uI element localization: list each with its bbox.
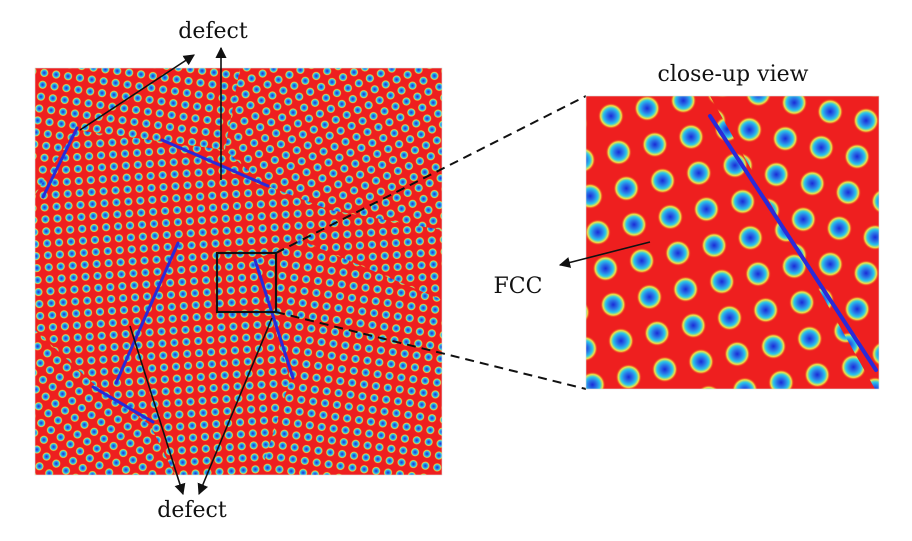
boundary-line-4 (91, 385, 155, 424)
zoom-selection-box (215, 251, 278, 314)
label-fcc: FCC (494, 274, 543, 299)
closeup-boundary-line (708, 114, 878, 372)
main-panel-border (34, 67, 443, 476)
main-lattice-panel (35, 68, 442, 475)
label-defect-bottom: defect (157, 498, 227, 523)
boundary-line-5 (253, 258, 295, 380)
annotation-arrows (79, 46, 651, 496)
closeup-lattice-panel (586, 96, 879, 389)
grain-bottom-left (35, 330, 175, 475)
boundary-line-2 (160, 138, 270, 188)
arrow-defect-top-1 (79, 54, 195, 131)
main-boundary-lines (41, 126, 295, 424)
zoom-connector-bottom (275, 311, 587, 390)
label-closeup-title: close-up view (658, 62, 809, 87)
boundary-line-3 (114, 241, 180, 385)
arrow-defect-bottom-1 (129, 325, 186, 496)
arrow-fcc (558, 241, 651, 268)
zoom-connector-lines (275, 95, 587, 390)
boundary-line-1 (41, 126, 79, 199)
grain-top-right (225, 68, 442, 230)
grain-top-left (35, 68, 240, 195)
arrow-defect-bottom-2 (197, 317, 273, 496)
label-defect-top: defect (178, 19, 248, 44)
zoom-connector-top (275, 95, 587, 254)
closeup-panel-border (585, 95, 880, 390)
grain-bottom-right (255, 240, 442, 475)
